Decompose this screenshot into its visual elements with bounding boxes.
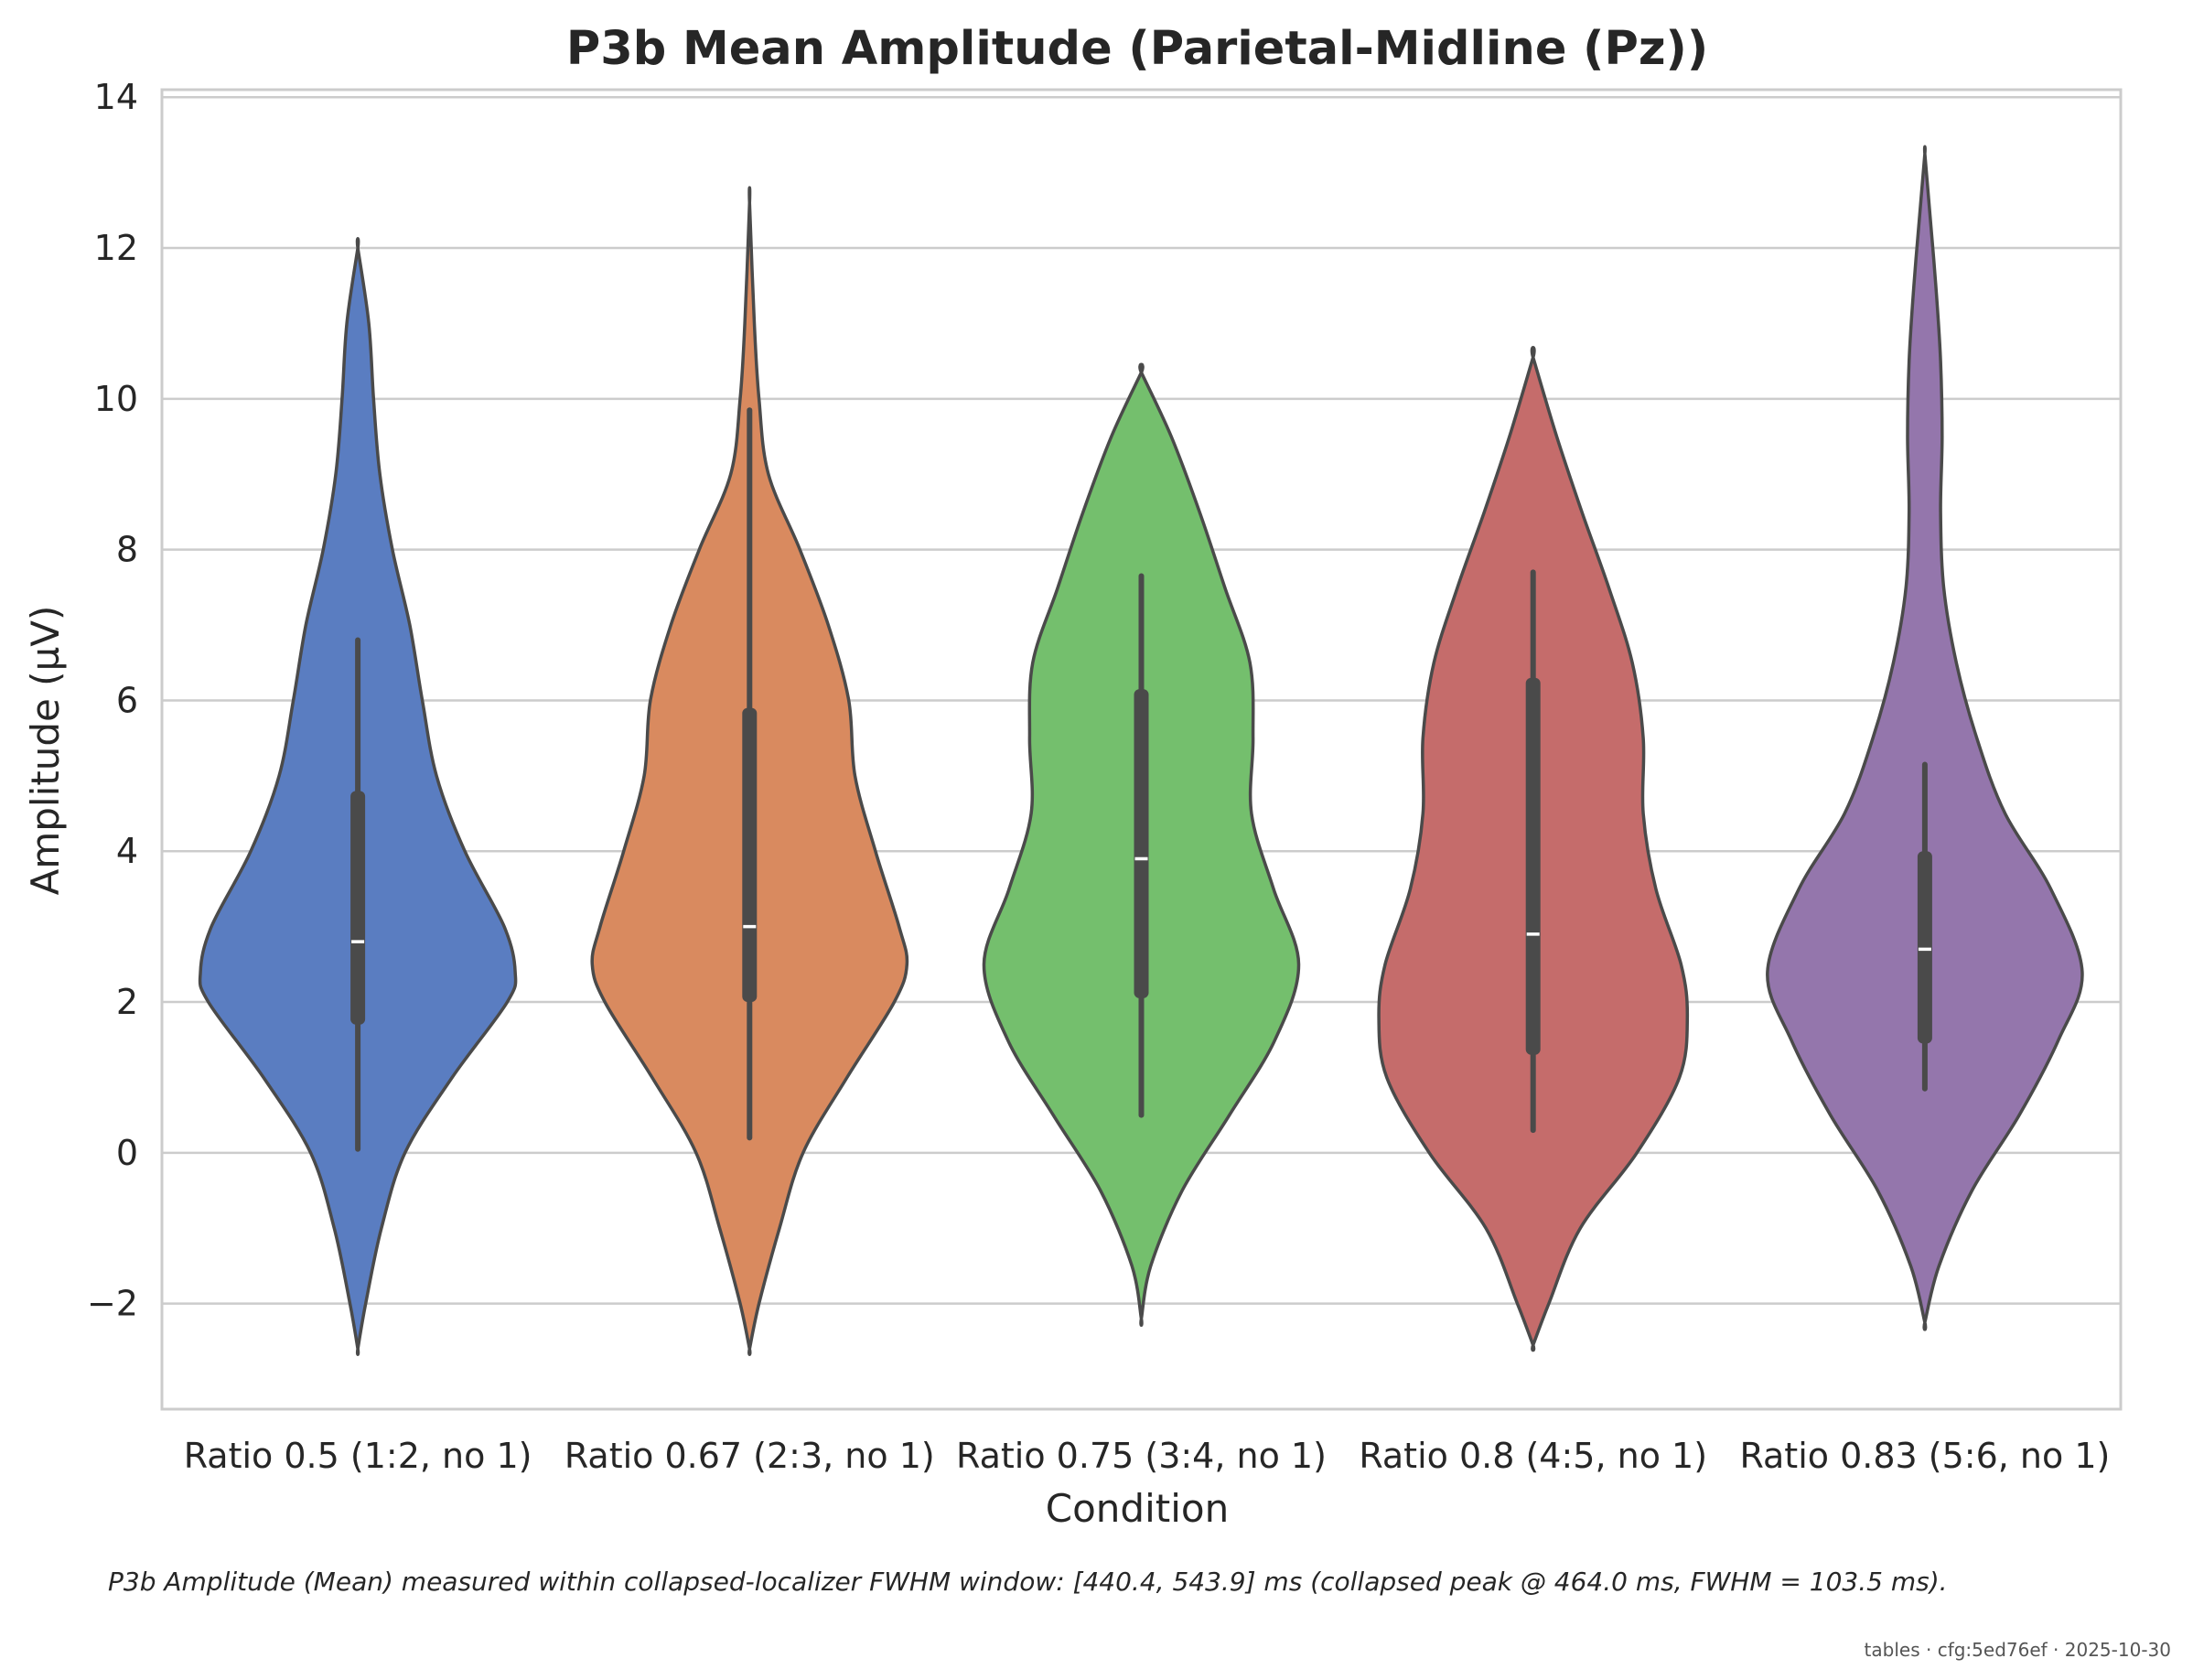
x-tick-label: Ratio 0.67 (2:3, no 1) [564, 1436, 935, 1476]
plot-frame [160, 88, 2123, 1411]
y-axis-label: Amplitude (µV) [23, 606, 68, 896]
y-tick-label: 4 [116, 831, 138, 871]
violins [198, 145, 2084, 1356]
violin-body [1766, 145, 2084, 1331]
y-tick-label: 8 [116, 530, 138, 570]
iqr-box [1525, 677, 1541, 1055]
build-stamp: tables · cfg:5ed76ef · 2025-10-30 [1865, 1639, 2171, 1661]
y-tick-label: 14 [94, 77, 138, 117]
y-tick-label: 6 [116, 680, 138, 720]
x-tick-label: Ratio 0.5 (1:2, no 1) [184, 1436, 532, 1476]
x-tick-label: Ratio 0.75 (3:4, no 1) [956, 1436, 1327, 1476]
x-tick-label: Ratio 0.83 (5:6, no 1) [1739, 1436, 2110, 1476]
x-axis-label: Condition [1046, 1486, 1229, 1531]
chart-title: P3b Mean Amplitude (Parietal-Midline (Pz… [566, 22, 1708, 76]
y-tick-label: −2 [87, 1284, 138, 1324]
y-tick-label: 12 [94, 228, 138, 268]
footnote: P3b Amplitude (Mean) measured within col… [108, 1567, 1948, 1597]
y-tick-labels: −2 0 2 4 6 8 10 12 14 [87, 77, 138, 1323]
iqr-box [1134, 689, 1149, 998]
x-tick-labels: Ratio 0.5 (1:2, no 1) Ratio 0.67 (2:3, no… [184, 1436, 2111, 1476]
iqr-box [350, 791, 366, 1025]
y-tick-label: 0 [116, 1133, 138, 1173]
iqr-box [742, 707, 758, 1003]
x-tick-label: Ratio 0.8 (4:5, no 1) [1359, 1436, 1707, 1476]
iqr-box [1917, 851, 1932, 1044]
y-tick-label: 2 [116, 982, 138, 1022]
y-tick-label: 10 [94, 379, 138, 419]
